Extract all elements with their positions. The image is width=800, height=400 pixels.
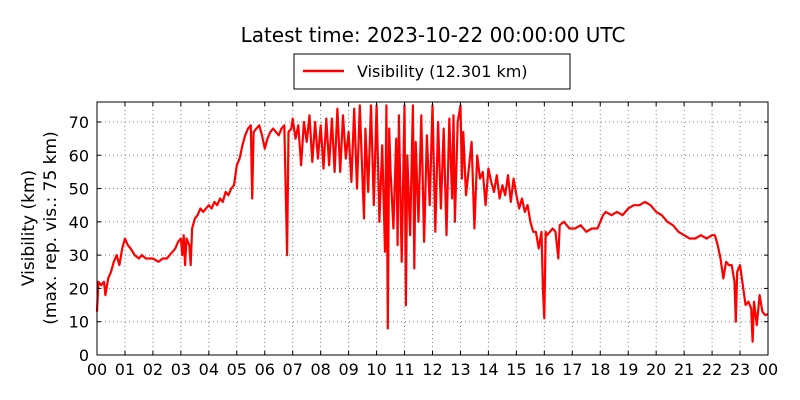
x-tick-label: 18 (590, 360, 610, 379)
x-tick-label: 06 (255, 360, 275, 379)
y-tick-label: 30 (69, 246, 89, 265)
x-tick-label: 05 (227, 360, 247, 379)
x-tick-label: 19 (618, 360, 638, 379)
x-tick-label: 04 (199, 360, 219, 379)
y-axis-label-line1: Visibility (km) (19, 170, 39, 286)
x-tick-label: 02 (143, 360, 163, 379)
y-tick-label: 60 (69, 146, 89, 165)
x-tick-label: 00 (758, 360, 778, 379)
legend: Visibility (12.301 km) (293, 53, 571, 90)
visibility-series-line (95, 104, 769, 343)
x-tick-label: 21 (674, 360, 694, 379)
series-layer (95, 104, 769, 343)
legend-label: Visibility (12.301 km) (357, 62, 528, 81)
x-tick-label: 01 (115, 360, 135, 379)
y-tick-label: 40 (69, 213, 89, 232)
x-tick-label: 17 (562, 360, 582, 379)
x-tick-label: 22 (702, 360, 722, 379)
x-tick-label: 07 (283, 360, 303, 379)
plot-frame (96, 101, 769, 356)
y-tick-label: 50 (69, 180, 89, 199)
y-tick-label: 0 (79, 346, 89, 365)
axes (96, 101, 769, 356)
x-tick-label: 20 (646, 360, 666, 379)
x-tick-label: 08 (310, 360, 330, 379)
x-tick-label: 12 (422, 360, 442, 379)
y-tick-label: 10 (69, 313, 89, 332)
chart-title: Latest time: 2023-10-22 00:00:00 UTC (241, 23, 626, 47)
x-tick-label: 23 (730, 360, 750, 379)
x-tick-label: 11 (394, 360, 414, 379)
x-tick-label: 09 (338, 360, 358, 379)
x-tick-label: 00 (87, 360, 107, 379)
x-tick-label: 16 (534, 360, 554, 379)
x-tick-label: 14 (478, 360, 498, 379)
x-tick-label: 13 (450, 360, 470, 379)
x-tick-label: 15 (506, 360, 526, 379)
x-tick-labels: 00 01 02 03 04 05 06 07 08 09 10 11 12 13 14 15 16 17 18 19… (87, 360, 778, 379)
x-tick-label: 03 (171, 360, 191, 379)
y-tick-label: 70 (69, 113, 89, 132)
x-tick-label: 10 (366, 360, 386, 379)
y-tick-labels: 0 10 20 30 40 50 60 70 (69, 113, 89, 365)
y-axis-label-line2: (max. rep. vis.: 75 km) (41, 131, 61, 324)
y-tick-label: 20 (69, 279, 89, 298)
